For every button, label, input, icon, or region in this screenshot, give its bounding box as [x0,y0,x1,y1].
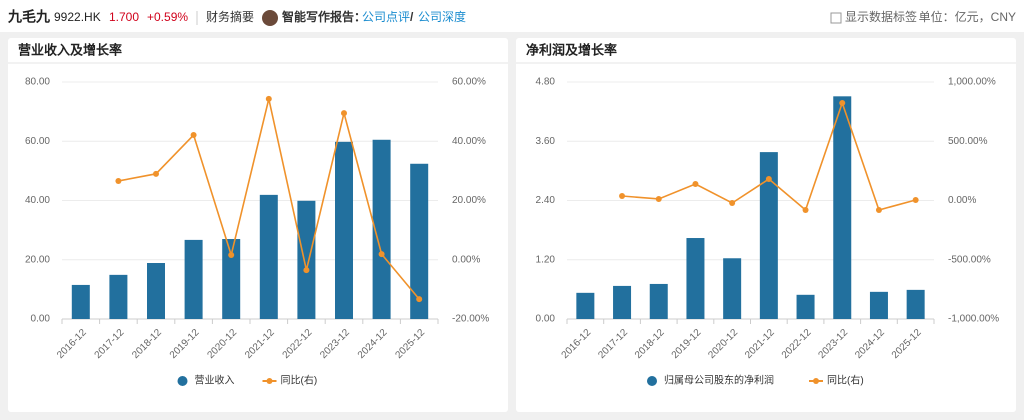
summary-tab[interactable]: 财务摘要 [206,9,254,24]
y2-tick-label: -20.00% [452,314,489,325]
line-point [802,206,809,213]
y2-tick-label: 1,000.00% [948,77,996,88]
line-point [765,176,772,183]
unit-label: 单位：亿元，CNY [919,9,1016,24]
y-tick-label: 4.80 [536,77,556,88]
bar [833,96,852,319]
y-tick-label: 0.00 [536,314,556,325]
price: 1.700 [109,10,139,24]
bar [576,292,595,319]
legend-marker [647,376,657,386]
checkbox-label[interactable]: 显示数据标签 [845,9,917,24]
y2-tick-label: 20.00% [452,195,486,206]
y-tick-label: 60.00 [25,136,50,147]
bar [613,285,632,319]
line-point [839,99,846,106]
y-tick-label: 2.40 [536,195,556,206]
legend-marker [177,376,188,386]
stock-code: 9922.HK [54,10,101,24]
report-link[interactable]: 公司深度 [418,9,466,24]
bar [686,238,705,319]
line-point [912,197,919,204]
y-tick-label: 40.00 [25,195,50,206]
line-point [265,95,272,102]
legend-label: 同比(右) [281,374,318,387]
line-point [190,132,197,139]
y2-tick-label: -500.00% [948,254,991,265]
line-point [729,199,736,206]
legend-label: 同比(右) [827,374,864,387]
y-tick-label: 20.00 [25,254,50,265]
line-point [378,251,385,258]
y-tick-label: 1.20 [536,254,556,265]
bar [297,200,316,319]
line-point [619,192,626,199]
report-link[interactable]: 公司点评 [362,10,410,24]
y-tick-label: 0.00 [31,314,51,325]
panel [8,38,508,412]
y2-tick-label: -1,000.00% [948,314,999,325]
separator: / [410,10,414,24]
change: +0.59% [147,10,188,24]
panel-title: 净利润及增长率 [526,42,617,57]
line-point [341,110,347,117]
report-label: 智能写作报告： [281,9,366,24]
y-tick-label: 80.00 [25,77,50,88]
legend-label: 归属母公司股东的净利润 [664,374,774,387]
line-point [692,181,699,188]
panel-title: 营业收入及增长率 [18,42,122,57]
line-point [655,195,662,202]
bar [759,152,778,319]
bar [222,239,241,319]
line-point [416,296,423,303]
y-tick-label: 3.60 [536,136,556,147]
legend-marker [266,378,273,384]
bar [71,284,90,319]
bar [335,141,353,319]
y2-tick-label: 40.00% [452,136,486,147]
stock-name: 九毛九 [7,9,50,25]
bar [184,239,203,319]
y2-tick-label: 60.00% [452,77,486,88]
bar [796,294,815,319]
bar [109,274,128,319]
bar [869,291,888,319]
bar [906,289,925,319]
y2-tick-label: 0.00% [948,195,976,206]
bar [649,283,668,319]
bar [723,258,742,319]
bar [259,194,278,319]
line-point [228,252,235,259]
bar [410,163,429,319]
y2-tick-label: 0.00% [452,254,480,265]
line-point [153,170,159,177]
legend-marker [813,378,819,384]
header-bar [0,0,1024,32]
line-point [115,177,122,184]
avatar [262,10,278,26]
checkbox[interactable] [830,12,842,24]
bar [147,263,165,319]
y2-tick-label: 500.00% [948,136,988,147]
line-point [875,206,882,213]
legend-label: 营业收入 [195,374,235,387]
line-point [303,267,310,274]
bar [372,139,391,319]
